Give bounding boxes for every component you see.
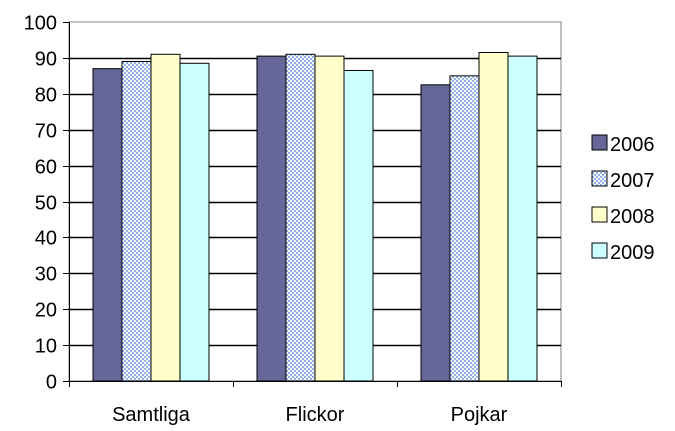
bar-flickor-2009 [343,69,374,382]
bar-pojkar-2007 [449,75,480,382]
legend-swatch-2008 [591,206,608,223]
bars [92,52,538,382]
y-tick-label-90: 90 [35,49,57,71]
y-tick-label-80: 80 [35,85,57,107]
y-tick-label-0: 0 [46,372,57,394]
x-tick-label-flickor: Flickor [286,404,345,426]
legend: 2006 2007 2008 2009 [591,134,655,264]
legend-swatch-2007 [591,170,608,187]
x-tick-label-samtliga: Samtliga [112,404,191,426]
y-tick-label-30: 30 [35,264,57,286]
legend-label-2009: 2009 [610,242,655,264]
axis-labels: 0 10 20 30 40 50 60 70 80 90 100 Samtliga Flickor Poj… [24,13,508,427]
legend-swatch-2009 [591,242,608,259]
bar-samtliga-2009 [179,62,210,382]
legend-swatch-2006 [591,134,608,151]
bar-flickor-2006 [256,55,287,382]
legend-label-2007: 2007 [610,170,655,192]
legend-label-2006: 2006 [610,134,655,156]
y-tick-label-40: 40 [35,228,57,250]
y-tick-label-100: 100 [24,13,57,35]
bar-samtliga-2007 [121,60,152,382]
bar-pojkar-2009 [507,55,538,382]
bar-samtliga-2008 [150,53,181,382]
bar-flickor-2007 [285,53,316,382]
bar-pojkar-2006 [420,84,451,382]
y-tick-label-10: 10 [35,336,57,358]
y-tick-label-60: 60 [35,157,57,179]
x-tick-label-pojkar: Pojkar [451,404,508,426]
y-tick-label-20: 20 [35,300,57,322]
axes [63,22,562,387]
legend-label-2008: 2008 [610,206,655,228]
bar-pojkar-2008 [478,52,509,382]
bar-samtliga-2006 [92,68,123,382]
y-tick-label-70: 70 [35,121,57,143]
bar-flickor-2008 [314,55,345,382]
y-tick-label-50: 50 [35,193,57,215]
